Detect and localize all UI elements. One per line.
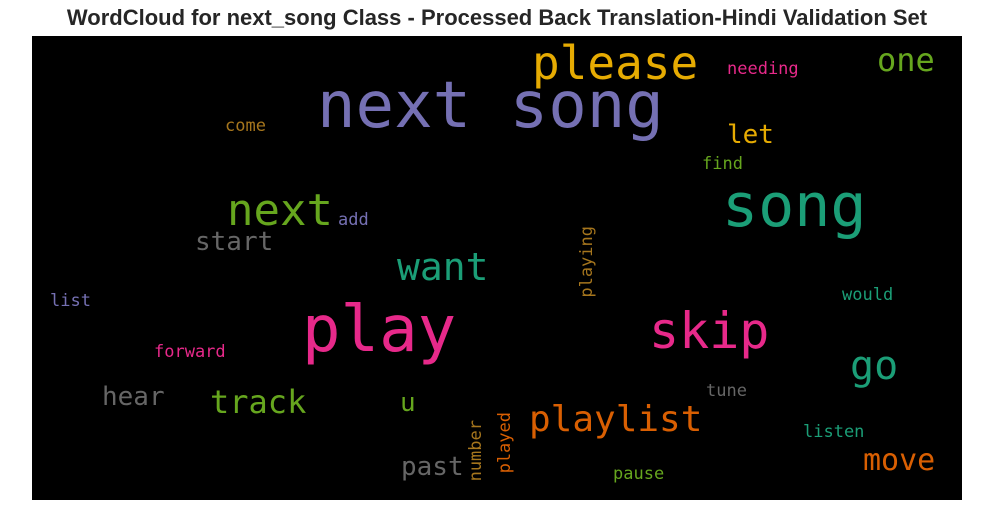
word-start: start	[195, 227, 274, 257]
word-list: list	[50, 291, 91, 311]
word-listen: listen	[803, 422, 865, 442]
word-next: next	[227, 185, 333, 236]
word-needing: needing	[727, 59, 799, 79]
word-hear: hear	[102, 382, 165, 412]
word-playlist: playlist	[529, 399, 703, 440]
word-skip: skip	[649, 302, 770, 360]
chart-title: WordCloud for next_song Class - Processe…	[66, 5, 928, 30]
word-go: go	[850, 343, 899, 389]
word-u: u	[400, 388, 416, 418]
word-let: let	[727, 120, 774, 150]
word-play: play	[302, 293, 457, 367]
word-cloud: next song please one needing come let fi…	[32, 36, 962, 500]
word-find: find	[702, 154, 743, 174]
word-past: past	[401, 452, 464, 482]
word-one: one	[877, 41, 935, 79]
word-played: played	[495, 412, 515, 474]
word-please: please	[532, 36, 699, 90]
word-add: add	[338, 210, 369, 230]
word-track: track	[210, 383, 307, 421]
word-number: number	[466, 420, 486, 482]
word-tune: tune	[706, 381, 747, 401]
word-move: move	[863, 443, 936, 478]
word-want: want	[397, 245, 489, 289]
word-pause: pause	[613, 464, 665, 484]
word-playing: playing	[577, 226, 597, 298]
word-come: come	[225, 116, 266, 136]
word-forward: forward	[154, 342, 226, 362]
word-next-song: next song	[317, 69, 664, 143]
word-song: song	[722, 171, 867, 241]
word-would: would	[842, 285, 894, 305]
